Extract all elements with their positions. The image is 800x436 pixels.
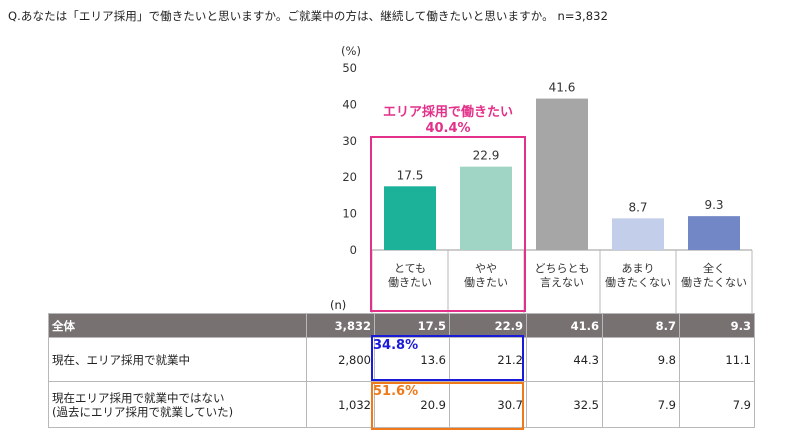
row-label-line: (過去にエリア採用で就業していた) (52, 404, 234, 419)
data-label: 9.3 (704, 198, 723, 212)
annotation-title: エリア採用で働きたい (383, 104, 513, 120)
annotation-value: 40.4% (425, 121, 470, 136)
y-tick-label: 50 (342, 61, 357, 75)
cell-value: 7.9 (679, 381, 755, 428)
y-tick-label: 10 (342, 207, 357, 221)
y-tick-label: 20 (342, 170, 357, 184)
x-tick-label: やや (475, 262, 497, 275)
results-table: 全体 3,832 17.5 22.9 41.6 8.7 9.3 現在、エリア採用… (48, 313, 755, 428)
cell-n: 1,032 (306, 381, 375, 428)
highlight-value-past: 51.6% (373, 384, 419, 399)
bar-chart: (%)0102030405017.5とても働きたい22.9やや働きたい41.6ど… (341, 44, 753, 313)
table-row-total: 全体 3,832 17.5 22.9 41.6 8.7 9.3 (48, 313, 755, 338)
cell-value: 11.1 (679, 337, 755, 382)
cell-value: 9.8 (602, 337, 680, 382)
row-label: 現在エリア採用で就業中ではない (過去にエリア採用で就業していた) (48, 381, 307, 428)
x-tick-label: 全く (703, 261, 725, 275)
cell-value: 32.5 (526, 381, 603, 428)
cell-value: 8.7 (602, 313, 680, 338)
bar (460, 166, 512, 250)
y-tick-label: 30 (342, 134, 357, 148)
data-label: 17.5 (397, 168, 424, 182)
bar (536, 98, 588, 251)
bar (612, 218, 664, 250)
data-label: 8.7 (628, 200, 647, 214)
row-label: 現在、エリア採用で就業中 (48, 337, 307, 382)
data-label: 41.6 (549, 81, 576, 95)
y-tick-label: 40 (342, 97, 357, 111)
data-label: 22.9 (473, 149, 500, 163)
cell-value: 22.9 (449, 313, 527, 338)
y-axis-unit: (%) (341, 44, 361, 58)
x-tick-label: どちらとも (535, 262, 590, 275)
x-tick-label: あまり (622, 262, 655, 275)
question-text: Q.あなたは「エリア採用」で働きたいと思いますか。ご就業中の方は、継続して働きた… (8, 9, 608, 23)
table-row-past: 現在エリア採用で就業中ではない (過去にエリア採用で就業していた) 1,032 … (48, 381, 755, 428)
cell-value: 7.9 (602, 381, 680, 428)
cell-value: 9.3 (679, 313, 755, 338)
highlight-value-employed: 34.8% (373, 338, 419, 353)
x-tick-label: 働きたくない (681, 276, 747, 289)
cell-n: 2,800 (306, 337, 375, 382)
cell-value: 20.9 (374, 381, 450, 428)
y-tick-label: 0 (350, 243, 357, 257)
x-tick-label: とても (394, 262, 426, 275)
n-label: (n) (330, 298, 347, 312)
bar (384, 186, 436, 250)
x-tick-label: 働きたくない (605, 276, 671, 289)
row-label-line: 現在エリア採用で就業中ではない (52, 390, 225, 405)
cell-value: 21.2 (449, 337, 527, 382)
row-label: 全体 (48, 313, 307, 338)
bar (688, 216, 740, 250)
x-tick-label: 言えない (540, 276, 584, 289)
annotation-box (370, 136, 526, 312)
cell-value: 41.6 (526, 313, 603, 338)
cell-value: 44.3 (526, 337, 603, 382)
x-tick-label: 働きたい (388, 276, 432, 289)
cell-value: 17.5 (374, 313, 450, 338)
x-tick-label: 働きたい (464, 276, 508, 289)
cell-n: 3,832 (306, 313, 375, 338)
cell-value: 30.7 (449, 381, 527, 428)
